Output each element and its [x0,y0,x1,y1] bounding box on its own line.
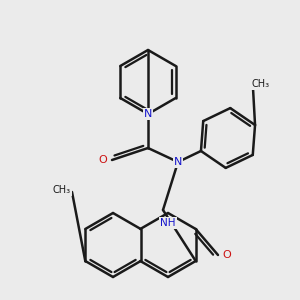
Text: N: N [174,157,182,167]
Text: CH₃: CH₃ [53,185,71,195]
Text: O: O [223,250,231,260]
Text: CH₃: CH₃ [252,79,270,89]
Text: O: O [99,155,107,165]
Text: NH: NH [160,218,176,228]
Text: N: N [144,109,152,119]
